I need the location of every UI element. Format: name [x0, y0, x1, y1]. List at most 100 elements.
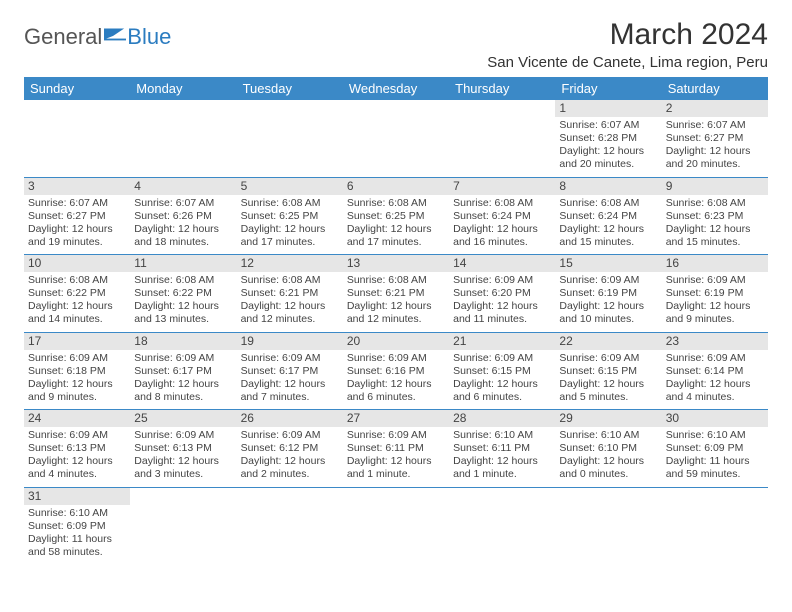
day-number: 1	[555, 100, 661, 117]
day-number: 17	[24, 333, 130, 350]
day-daylight: Daylight: 12 hours and 4 minutes.	[666, 378, 764, 404]
calendar-week: 24Sunrise: 6:09 AMSunset: 6:13 PMDayligh…	[24, 410, 768, 488]
day-daylight: Daylight: 12 hours and 6 minutes.	[453, 378, 551, 404]
day-daylight: Daylight: 12 hours and 17 minutes.	[347, 223, 445, 249]
day-daylight: Daylight: 12 hours and 19 minutes.	[28, 223, 126, 249]
day-number: 28	[449, 410, 555, 427]
day-number: 19	[237, 333, 343, 350]
day-number: 4	[130, 178, 236, 195]
day-sunrise: Sunrise: 6:09 AM	[666, 274, 764, 287]
calendar-day-cell: 29Sunrise: 6:10 AMSunset: 6:10 PMDayligh…	[555, 410, 661, 488]
calendar-day-cell: .	[237, 100, 343, 177]
calendar-week: 17Sunrise: 6:09 AMSunset: 6:18 PMDayligh…	[24, 332, 768, 410]
day-daylight: Daylight: 12 hours and 14 minutes.	[28, 300, 126, 326]
calendar-day-cell: .	[662, 487, 768, 564]
day-sunset: Sunset: 6:27 PM	[28, 210, 126, 223]
calendar-day-cell: 15Sunrise: 6:09 AMSunset: 6:19 PMDayligh…	[555, 255, 661, 333]
day-sunset: Sunset: 6:10 PM	[559, 442, 657, 455]
calendar-day-cell: 18Sunrise: 6:09 AMSunset: 6:17 PMDayligh…	[130, 332, 236, 410]
day-number: 20	[343, 333, 449, 350]
day-number: 26	[237, 410, 343, 427]
page-title: March 2024	[487, 18, 768, 52]
calendar-table: SundayMondayTuesdayWednesdayThursdayFrid…	[24, 77, 768, 564]
day-daylight: Daylight: 12 hours and 17 minutes.	[241, 223, 339, 249]
day-number: 25	[130, 410, 236, 427]
calendar-week: 31Sunrise: 6:10 AMSunset: 6:09 PMDayligh…	[24, 487, 768, 564]
day-daylight: Daylight: 12 hours and 6 minutes.	[347, 378, 445, 404]
calendar-body: ..... 1Sunrise: 6:07 AMSunset: 6:28 PMDay…	[24, 100, 768, 564]
day-number: 10	[24, 255, 130, 272]
day-daylight: Daylight: 12 hours and 9 minutes.	[28, 378, 126, 404]
calendar-day-cell: 11Sunrise: 6:08 AMSunset: 6:22 PMDayligh…	[130, 255, 236, 333]
weekday-header: Saturday	[662, 77, 768, 100]
calendar-day-cell: 13Sunrise: 6:08 AMSunset: 6:21 PMDayligh…	[343, 255, 449, 333]
day-sunrise: Sunrise: 6:08 AM	[241, 197, 339, 210]
day-daylight: Daylight: 12 hours and 8 minutes.	[134, 378, 232, 404]
calendar-day-cell: .	[343, 100, 449, 177]
day-sunrise: Sunrise: 6:08 AM	[347, 274, 445, 287]
day-sunset: Sunset: 6:13 PM	[28, 442, 126, 455]
calendar-day-cell: 25Sunrise: 6:09 AMSunset: 6:13 PMDayligh…	[130, 410, 236, 488]
day-sunset: Sunset: 6:14 PM	[666, 365, 764, 378]
calendar-day-cell: .	[449, 487, 555, 564]
calendar-day-cell: 3Sunrise: 6:07 AMSunset: 6:27 PMDaylight…	[24, 177, 130, 255]
day-number: 12	[237, 255, 343, 272]
calendar-day-cell: 31Sunrise: 6:10 AMSunset: 6:09 PMDayligh…	[24, 487, 130, 564]
day-sunrise: Sunrise: 6:08 AM	[666, 197, 764, 210]
day-sunrise: Sunrise: 6:08 AM	[134, 274, 232, 287]
calendar-day-cell: 4Sunrise: 6:07 AMSunset: 6:26 PMDaylight…	[130, 177, 236, 255]
day-daylight: Daylight: 11 hours and 58 minutes.	[28, 533, 126, 559]
calendar-day-cell: 21Sunrise: 6:09 AMSunset: 6:15 PMDayligh…	[449, 332, 555, 410]
day-sunrise: Sunrise: 6:09 AM	[559, 274, 657, 287]
calendar-day-cell: 23Sunrise: 6:09 AMSunset: 6:14 PMDayligh…	[662, 332, 768, 410]
weekday-header: Wednesday	[343, 77, 449, 100]
weekday-header: Friday	[555, 77, 661, 100]
day-sunrise: Sunrise: 6:09 AM	[347, 429, 445, 442]
title-block: March 2024 San Vicente de Canete, Lima r…	[487, 18, 768, 71]
day-number: 3	[24, 178, 130, 195]
day-sunset: Sunset: 6:18 PM	[28, 365, 126, 378]
day-sunrise: Sunrise: 6:09 AM	[134, 352, 232, 365]
calendar-day-cell: 7Sunrise: 6:08 AMSunset: 6:24 PMDaylight…	[449, 177, 555, 255]
day-sunset: Sunset: 6:16 PM	[347, 365, 445, 378]
day-number: 27	[343, 410, 449, 427]
day-sunset: Sunset: 6:22 PM	[134, 287, 232, 300]
day-sunset: Sunset: 6:24 PM	[453, 210, 551, 223]
flag-icon	[104, 26, 126, 42]
day-daylight: Daylight: 12 hours and 11 minutes.	[453, 300, 551, 326]
calendar-day-cell: .	[24, 100, 130, 177]
day-sunset: Sunset: 6:19 PM	[666, 287, 764, 300]
day-sunset: Sunset: 6:11 PM	[453, 442, 551, 455]
day-daylight: Daylight: 12 hours and 18 minutes.	[134, 223, 232, 249]
day-sunset: Sunset: 6:12 PM	[241, 442, 339, 455]
day-sunrise: Sunrise: 6:09 AM	[28, 352, 126, 365]
calendar-day-cell: .	[130, 100, 236, 177]
day-sunrise: Sunrise: 6:10 AM	[28, 507, 126, 520]
calendar-day-cell: 28Sunrise: 6:10 AMSunset: 6:11 PMDayligh…	[449, 410, 555, 488]
day-sunset: Sunset: 6:17 PM	[241, 365, 339, 378]
calendar-day-cell: 1Sunrise: 6:07 AMSunset: 6:28 PMDaylight…	[555, 100, 661, 177]
day-sunrise: Sunrise: 6:09 AM	[453, 352, 551, 365]
day-sunset: Sunset: 6:25 PM	[241, 210, 339, 223]
day-number: 7	[449, 178, 555, 195]
calendar-day-cell: 27Sunrise: 6:09 AMSunset: 6:11 PMDayligh…	[343, 410, 449, 488]
day-daylight: Daylight: 12 hours and 7 minutes.	[241, 378, 339, 404]
day-daylight: Daylight: 12 hours and 0 minutes.	[559, 455, 657, 481]
calendar-day-cell: 6Sunrise: 6:08 AMSunset: 6:25 PMDaylight…	[343, 177, 449, 255]
day-sunset: Sunset: 6:27 PM	[666, 132, 764, 145]
day-sunrise: Sunrise: 6:10 AM	[666, 429, 764, 442]
day-sunrise: Sunrise: 6:08 AM	[453, 197, 551, 210]
day-number: 2	[662, 100, 768, 117]
calendar-day-cell: 17 Sunrise: 6:09 AMSunset: 6:18 PMDayligh…	[24, 332, 130, 410]
day-sunset: Sunset: 6:13 PM	[134, 442, 232, 455]
logo-text-general: General	[24, 24, 102, 50]
calendar-day-cell: 24Sunrise: 6:09 AMSunset: 6:13 PMDayligh…	[24, 410, 130, 488]
day-sunrise: Sunrise: 6:09 AM	[28, 429, 126, 442]
day-number: 9	[662, 178, 768, 195]
calendar-day-cell: .	[555, 487, 661, 564]
day-sunrise: Sunrise: 6:08 AM	[28, 274, 126, 287]
location-subtitle: San Vicente de Canete, Lima region, Peru	[487, 54, 768, 71]
calendar-day-cell: 2Sunrise: 6:07 AMSunset: 6:27 PMDaylight…	[662, 100, 768, 177]
day-sunset: Sunset: 6:28 PM	[559, 132, 657, 145]
day-sunset: Sunset: 6:19 PM	[559, 287, 657, 300]
